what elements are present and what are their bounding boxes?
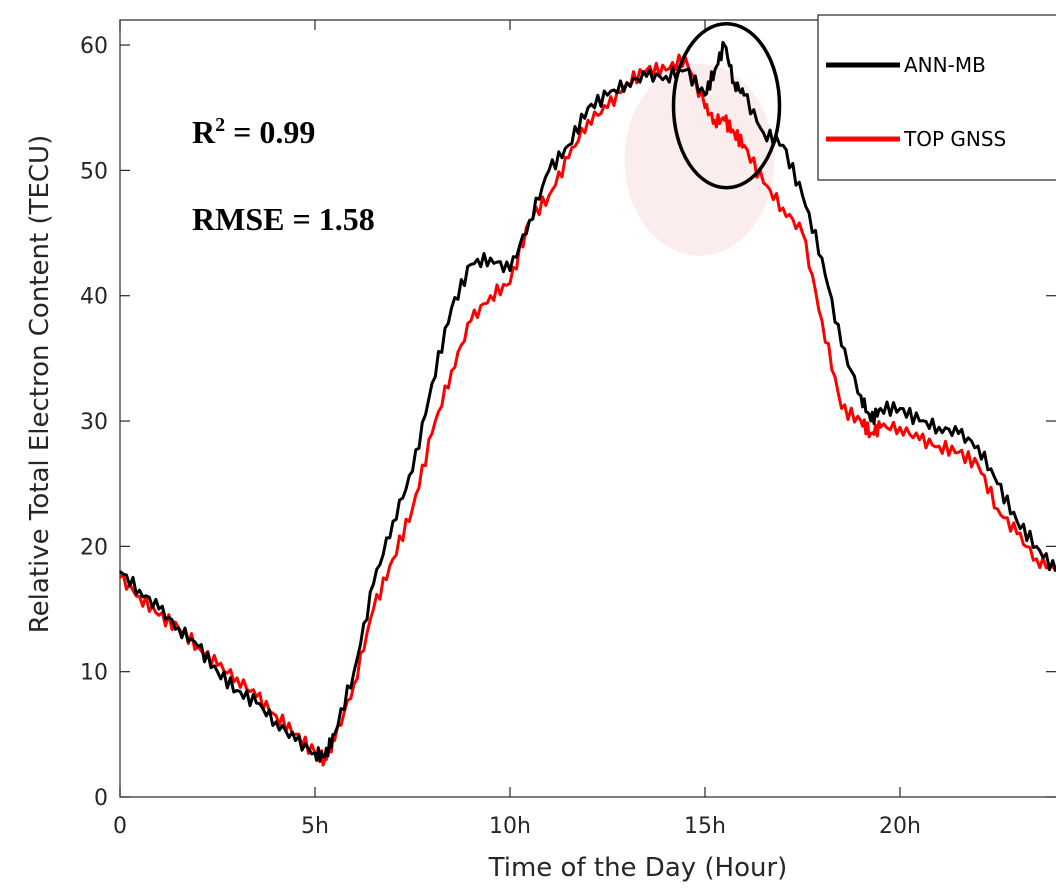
y-tick-label: 50: [80, 159, 108, 184]
series-lines: [118, 40, 1056, 767]
y-axis: 0 10 20 30 40 50 60: [80, 34, 1056, 811]
plot-frame: [119, 19, 1056, 798]
legend-label-top-gnss: TOP GNSS: [903, 127, 1006, 151]
y-tick-label: 40: [80, 285, 108, 310]
x-tick-label: 5h: [301, 814, 329, 839]
legend-box: [817, 14, 1056, 181]
legend-label-ann-mb: ANN-MB: [904, 53, 986, 77]
y-tick-label: 0: [94, 786, 108, 811]
y-tick-label: 30: [80, 410, 108, 435]
x-tick-label: 15h: [684, 814, 726, 839]
rmse-annotation: RMSE = 1.58: [192, 201, 375, 237]
x-tick-label: 20h: [879, 814, 921, 839]
y-axis-label: Relative Total Electron Content (TECU): [25, 135, 55, 633]
x-axis: 0 5h 10h 15h 20h: [113, 20, 921, 839]
legend: ANN-MB TOP GNSS: [817, 14, 1056, 181]
highlight-shade: [624, 63, 775, 256]
series-line-top-gnss: [118, 53, 1056, 767]
series-line-ann-mb: [119, 40, 1056, 763]
y-tick-label: 10: [80, 661, 108, 686]
x-tick-label: 0: [113, 814, 127, 839]
x-axis-label: Time of the Day (Hour): [488, 853, 788, 883]
y-tick-label: 20: [80, 535, 108, 560]
x-tick-label: 10h: [489, 814, 531, 839]
r2-annotation: R2 = 0.99: [192, 114, 315, 150]
y-tick-label: 60: [80, 34, 108, 59]
highlight-ring: [671, 21, 782, 190]
